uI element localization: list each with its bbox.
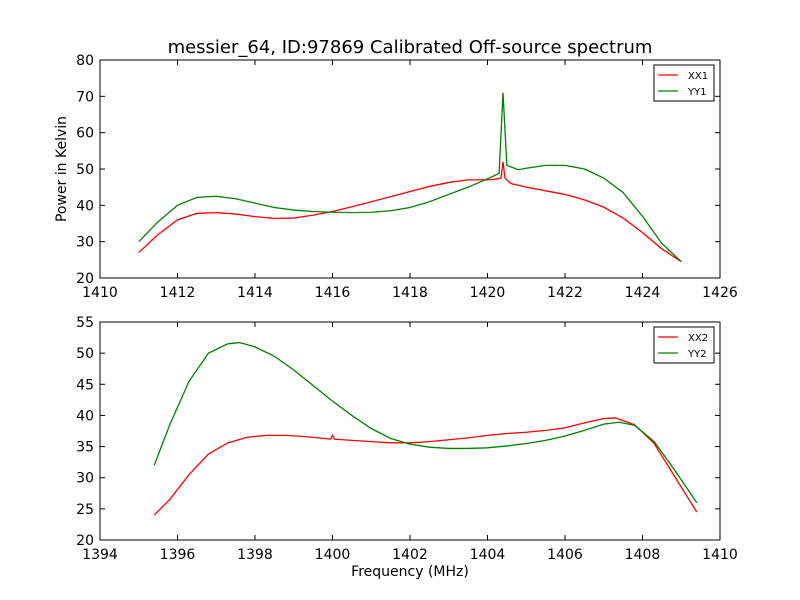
x-tick-label: 1416	[315, 285, 351, 301]
y-tick-label: 50	[76, 162, 94, 178]
x-tick-label: 1420	[470, 285, 506, 301]
series-line-yy2	[153, 341, 698, 503]
legend-label-xx1: XX1	[688, 71, 708, 82]
x-tick-label: 1404	[470, 547, 506, 563]
y-tick-label: 20	[76, 533, 94, 549]
x-tick-label: 1402	[392, 547, 428, 563]
top-spectrum-panel: 1410 1412 1414 1416 1418 1420 1422 1424 1426 20 30…	[54, 53, 738, 301]
series-line-xx1	[138, 161, 682, 263]
legend-label-yy1: YY1	[687, 87, 707, 98]
figure-title: messier_64, ID:97869 Calibrated Off-sour…	[168, 37, 653, 58]
y-tick-label: 70	[76, 89, 94, 105]
x-tick-label: 1418	[392, 285, 428, 301]
x-tick-label: 1406	[547, 547, 583, 563]
x-axis-label: Frequency (MHz)	[351, 564, 469, 580]
legend-label-yy2: YY2	[687, 349, 707, 360]
x-tick-label: 1396	[160, 547, 196, 563]
x-tick-label: 1394	[82, 547, 118, 563]
y-axis-label: Power in Kelvin	[54, 116, 70, 222]
x-tick-label: 1408	[625, 547, 661, 563]
x-tick-label: 1414	[237, 285, 273, 301]
legend-box	[653, 64, 715, 102]
x-tick-label: 1426	[702, 285, 738, 301]
y-tick-label: 55	[76, 315, 94, 331]
y-tick-label: 20	[76, 271, 94, 287]
x-tick-label: 1410	[82, 285, 118, 301]
y-tick-label: 80	[76, 53, 94, 69]
x-tick-label: 1412	[160, 285, 196, 301]
y-tick-label: 25	[76, 502, 94, 518]
y-tick-label: 30	[76, 235, 94, 251]
x-tick-label: 1398	[237, 547, 273, 563]
y-tick-label: 30	[76, 471, 94, 487]
y-tick-label: 45	[76, 377, 94, 393]
bottom-spectrum-panel: 1394 1396 1398 1400 1402 1404 1406 1408 1410 20 25…	[76, 315, 738, 580]
y-tick-label: 60	[76, 126, 94, 142]
y-tick-label: 35	[76, 440, 94, 456]
x-tick-label: 1424	[625, 285, 661, 301]
y-tick-label: 40	[76, 198, 94, 214]
legend-box	[653, 326, 715, 364]
x-tick-label: 1410	[702, 547, 738, 563]
x-tick-label: 1400	[315, 547, 351, 563]
y-tick-label: 40	[76, 408, 94, 424]
y-tick-label: 50	[76, 346, 94, 362]
series-line-xx2	[153, 417, 698, 516]
x-tick-label: 1422	[547, 285, 583, 301]
series-line-yy1	[138, 92, 682, 263]
legend-label-xx2: XX2	[688, 333, 708, 344]
